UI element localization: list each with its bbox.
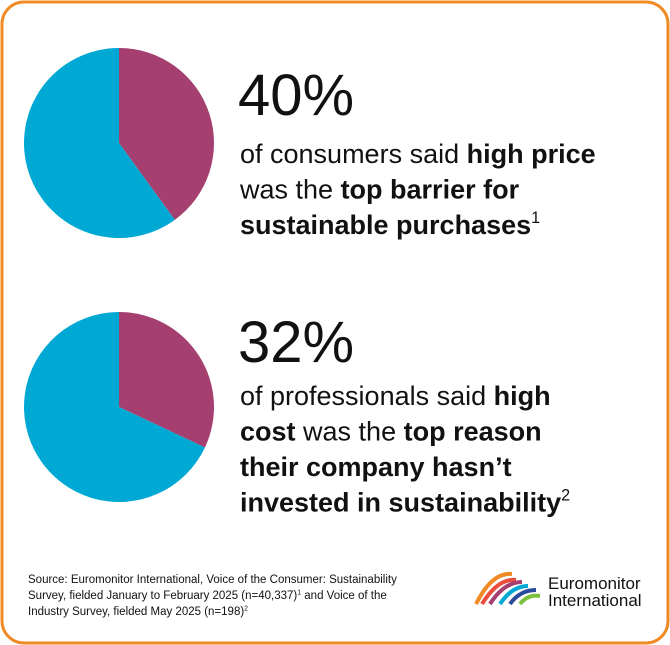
text-run: invested in sustainability xyxy=(240,488,561,518)
pie-slice xyxy=(119,312,215,448)
superscript: 1 xyxy=(297,589,301,596)
source-line: Industry Survey, fielded May 2025 (n=198… xyxy=(28,605,248,618)
text-run: Industry Survey, fielded May 2025 (n=198… xyxy=(28,606,244,618)
superscript: 1 xyxy=(531,209,540,227)
source-line: Source: Euromonitor International, Voice… xyxy=(28,574,397,586)
text-run: of consumers said xyxy=(240,139,467,169)
pie-slice xyxy=(24,312,205,502)
stat-value: 40% xyxy=(238,63,354,128)
text-run: high price xyxy=(467,139,596,169)
text-run: their company hasn’t xyxy=(240,452,512,482)
source-line: Survey, fielded January to February 2025… xyxy=(28,589,387,602)
stat-value: 32% xyxy=(238,310,354,375)
logo-line2: International xyxy=(548,591,642,610)
text-run: was the xyxy=(239,175,341,205)
text-run: and Voice of the xyxy=(301,590,387,602)
text-run: top barrier for xyxy=(341,175,520,205)
logo-mark xyxy=(474,571,541,606)
text-run: sustainable purchases xyxy=(240,210,531,240)
pie-slice xyxy=(24,48,175,238)
description-line: sustainable purchases1 xyxy=(240,209,540,240)
logo-line1: Euromonitor xyxy=(548,574,641,593)
text-run: Survey, fielded January to February 2025… xyxy=(28,590,297,602)
text-run: was the xyxy=(296,417,404,447)
description-line: of consumers said high price xyxy=(240,139,596,169)
description-line: invested in sustainability2 xyxy=(240,487,570,518)
pie-slice xyxy=(119,48,214,220)
description-line: was the top barrier for xyxy=(239,175,520,205)
text-run: high xyxy=(494,381,551,411)
superscript: 2 xyxy=(244,605,248,612)
description-line: their company hasn’t xyxy=(240,452,512,482)
text-run: cost xyxy=(240,417,296,447)
description-line: cost was the top reason xyxy=(240,417,542,447)
superscript: 2 xyxy=(561,487,570,505)
text-run: of professionals said xyxy=(240,381,494,411)
text-run: top reason xyxy=(404,417,542,447)
description-line: of professionals said high xyxy=(240,381,551,411)
text-run: Source: Euromonitor International, Voice… xyxy=(28,574,397,586)
